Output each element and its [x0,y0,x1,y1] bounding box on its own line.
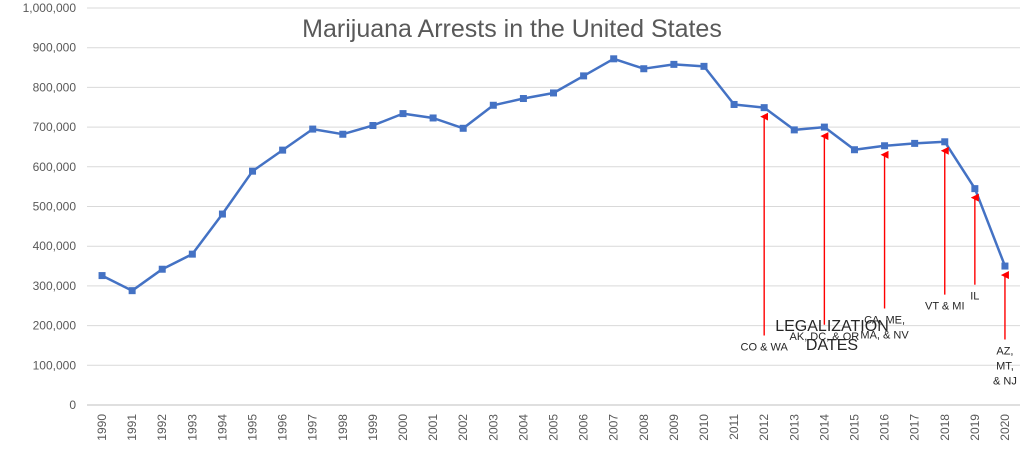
y-tick-label: 200,000 [33,319,77,333]
data-point [188,250,196,258]
data-point [881,142,889,150]
data-point [820,123,828,131]
x-tick-label: 1994 [215,414,229,441]
data-point [610,55,618,63]
x-tick-label: 2014 [817,414,831,441]
data-point [519,95,527,103]
data-point [339,130,347,138]
legalization-label-line-2: DATES [806,337,858,354]
data-point [760,104,768,112]
gridlines [87,7,1020,406]
data-point [158,265,166,273]
data-point [128,287,136,295]
x-tick-label: 1999 [366,414,380,441]
x-tick-label: 2017 [908,414,922,441]
x-tick-label: 2020 [998,414,1012,441]
legalization-label-line-1: LEGALIZATION [775,318,889,335]
annotation-label: AZ, [996,345,1013,357]
data-point [98,272,106,280]
x-tick-label: 2005 [547,414,561,441]
data-point [309,125,317,133]
x-tick-label: 1992 [155,414,169,441]
data-point [279,146,287,154]
data-point [580,72,588,80]
data-point [730,100,738,108]
x-tick-label: 1995 [246,414,260,441]
data-point [941,138,949,146]
x-tick-label: 1993 [185,414,199,441]
x-tick-label: 2004 [516,414,530,441]
y-tick-label: 1,000,000 [23,1,77,15]
x-tick-label: 1996 [276,414,290,441]
x-tick-label: 2008 [637,414,651,441]
x-tick-label: 2006 [577,414,591,441]
y-axis: 0 100,000 200,000 300,000 400,000 500,000 600,… [23,1,77,412]
x-tick-label: 1998 [336,414,350,441]
data-point [399,110,407,118]
x-tick-label: 1991 [125,414,139,441]
annotation-label: AK, DC, & OR [790,331,860,343]
x-axis: 1990 1991 1992 1993 1994 1995 1996 1997 1998 1999… [95,414,1012,441]
data-point [700,62,708,70]
y-tick-label: 500,000 [33,200,77,214]
annotation-label: CO & WA [741,342,789,354]
data-point [971,185,979,193]
x-tick-label: 2012 [757,414,771,441]
data-point [249,167,257,175]
data-point [640,65,648,73]
y-tick-label: 400,000 [33,239,77,253]
data-point [670,60,678,68]
data-point [911,139,919,147]
x-tick-label: 2015 [847,414,861,441]
y-tick-label: 700,000 [33,120,77,134]
x-tick-label: 2000 [396,414,410,441]
annotation-label: & NJ [993,375,1017,387]
x-tick-label: 1990 [95,414,109,441]
x-tick-label: 2013 [787,414,801,441]
y-tick-label: 0 [69,398,76,412]
data-points [98,55,1009,295]
y-tick-label: 900,000 [33,41,77,55]
y-tick-label: 300,000 [33,279,77,293]
x-tick-label: 2018 [938,414,952,441]
y-tick-label: 800,000 [33,80,77,94]
x-tick-label: 2016 [878,414,892,441]
x-tick-label: 2010 [697,414,711,441]
data-point [850,146,858,154]
x-tick-label: 2003 [486,414,500,441]
data-point [790,126,798,134]
data-point [218,210,226,218]
annotation-label: IL [970,291,979,303]
y-tick-label: 100,000 [33,358,77,372]
x-tick-label: 2001 [426,414,440,441]
x-tick-label: 2011 [727,414,741,440]
x-tick-label: 2019 [968,414,982,441]
x-tick-label: 2002 [456,414,470,441]
x-tick-label: 2009 [667,414,681,441]
chart-title: Marijuana Arrests in the United States [302,15,722,43]
annotation-label: CA, ME, [864,315,905,327]
annotation-label: MA, & NV [860,330,909,342]
x-tick-label: 1997 [306,414,320,441]
data-point [1001,262,1009,270]
data-point [489,101,497,109]
x-tick-label: 2007 [607,414,621,441]
data-point [459,124,467,132]
data-point [369,122,377,130]
y-tick-label: 600,000 [33,160,77,174]
data-point [550,89,557,97]
annotation-label: VT & MI [925,301,965,313]
annotation-label: MT, [996,360,1014,372]
data-point [429,114,437,122]
